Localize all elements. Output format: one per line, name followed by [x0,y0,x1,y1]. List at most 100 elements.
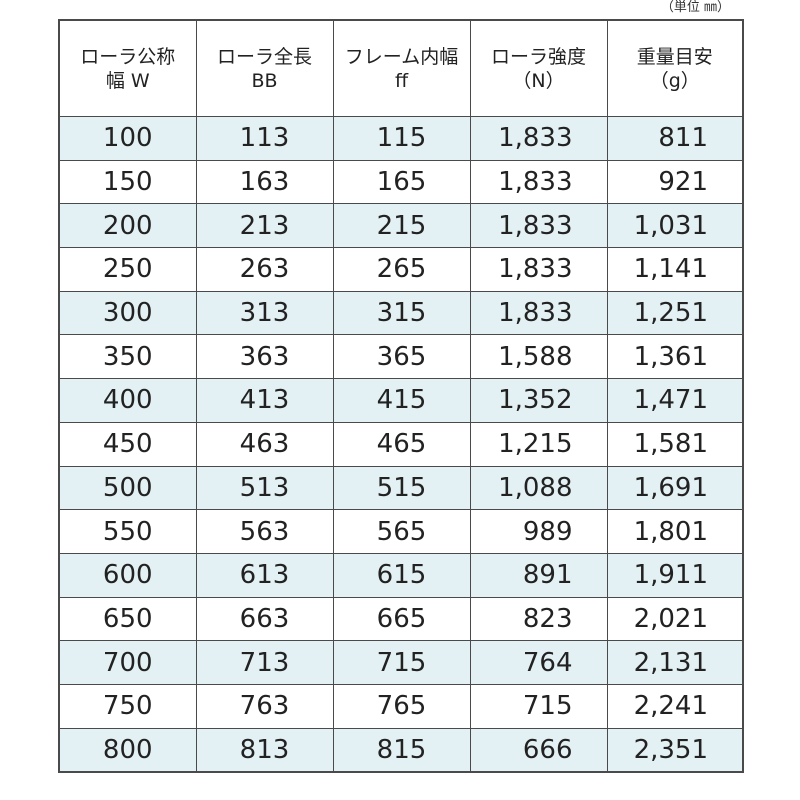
header-roller-strength-line1: ローラ強度 [490,45,586,68]
header-weight-estimate-line1: 重量目安 [636,45,713,68]
cell-nominal-width: 700 [58,640,197,685]
cell-weight-estimate: 1,361 [606,334,744,380]
cell-frame-inner-width: 515 [332,465,471,511]
header-roller-strength-line2: （N） [512,69,565,92]
cell-roller-strength: 1,833 [469,159,608,205]
cell-frame-inner-width: 165 [332,159,471,205]
table-row: 150 163 165 1,833 921 [58,159,744,205]
cell-nominal-width: 200 [58,203,197,249]
cell-frame-inner-width: 115 [332,116,471,161]
header-frame-inner-width: フレーム内幅 ff [332,19,471,117]
header-roller-length-line1: ローラ全長 [216,45,312,68]
cell-nominal-width: 250 [58,247,197,292]
header-nominal-width-line2: 幅 W [105,69,150,92]
cell-nominal-width: 750 [58,683,197,729]
cell-roller-strength: 1,088 [469,465,608,511]
cell-roller-length: 713 [195,640,334,685]
cell-roller-length: 213 [195,203,334,249]
table-row: 550 563 565 989 1,801 [58,509,744,554]
cell-roller-length: 413 [195,378,334,423]
header-nominal-width: ローラ公称 幅 W [58,19,197,117]
cell-weight-estimate: 811 [606,116,744,161]
table-row: 650 663 665 823 2,021 [58,596,744,642]
cell-roller-strength: 823 [469,596,608,642]
cell-roller-strength: 891 [469,552,608,598]
cell-roller-strength: 1,833 [469,116,608,161]
cell-weight-estimate: 2,021 [606,596,744,642]
cell-roller-length: 813 [195,727,334,773]
cell-nominal-width: 650 [58,596,197,642]
table-row: 500 513 515 1,088 1,691 [58,465,744,511]
header-frame-inner-width-line1: フレーム内幅 [344,45,459,68]
cell-frame-inner-width: 615 [332,552,471,598]
table-row: 600 613 615 891 1,911 [58,552,744,598]
cell-nominal-width: 150 [58,159,197,205]
cell-weight-estimate: 2,351 [606,727,744,773]
table-row: 100 113 115 1,833 811 [58,116,744,161]
cell-weight-estimate: 1,471 [606,378,744,423]
cell-roller-length: 463 [195,421,334,467]
cell-frame-inner-width: 565 [332,509,471,554]
cell-frame-inner-width: 715 [332,640,471,685]
table-body: 100 113 115 1,833 811 150 163 165 1,833 921 200 213… [58,116,744,773]
cell-nominal-width: 600 [58,552,197,598]
cell-roller-length: 163 [195,159,334,205]
cell-frame-inner-width: 315 [332,290,471,336]
cell-roller-length: 613 [195,552,334,598]
cell-weight-estimate: 1,141 [606,247,744,292]
cell-frame-inner-width: 815 [332,727,471,773]
table-row: 450 463 465 1,215 1,581 [58,421,744,467]
cell-roller-length: 563 [195,509,334,554]
cell-frame-inner-width: 415 [332,378,471,423]
header-roller-length: ローラ全長 BB [195,19,334,117]
table-row: 800 813 815 666 2,351 [58,727,744,773]
cell-nominal-width: 500 [58,465,197,511]
cell-roller-length: 263 [195,247,334,292]
cell-frame-inner-width: 365 [332,334,471,380]
cell-nominal-width: 550 [58,509,197,554]
table-row: 700 713 715 764 2,131 [58,640,744,685]
cell-roller-strength: 989 [469,509,608,554]
cell-roller-strength: 1,833 [469,247,608,292]
table-row: 200 213 215 1,833 1,031 [58,203,744,249]
header-weight-estimate-line2: （g） [649,69,700,92]
cell-roller-strength: 666 [469,727,608,773]
cell-roller-length: 313 [195,290,334,336]
cell-frame-inner-width: 765 [332,683,471,729]
table-row: 400 413 415 1,352 1,471 [58,378,744,423]
cell-roller-strength: 1,833 [469,203,608,249]
cell-roller-strength: 1,215 [469,421,608,467]
cell-weight-estimate: 921 [606,159,744,205]
cell-roller-strength: 1,588 [469,334,608,380]
roller-spec-table: ローラ公称 幅 W ローラ全長 BB フレーム内幅 ff ローラ強度 （N） 重… [58,19,744,774]
cell-roller-strength: 715 [469,683,608,729]
cell-frame-inner-width: 665 [332,596,471,642]
header-row: ローラ公称 幅 W ローラ全長 BB フレーム内幅 ff ローラ強度 （N） 重… [58,19,744,117]
cell-nominal-width: 800 [58,727,197,773]
cell-roller-length: 513 [195,465,334,511]
cell-roller-strength: 764 [469,640,608,685]
table-row: 750 763 765 715 2,241 [58,683,744,729]
cell-roller-strength: 1,352 [469,378,608,423]
cell-nominal-width: 400 [58,378,197,423]
cell-nominal-width: 450 [58,421,197,467]
cell-weight-estimate: 1,911 [606,552,744,598]
cell-weight-estimate: 1,031 [606,203,744,249]
cell-weight-estimate: 1,581 [606,421,744,467]
cell-weight-estimate: 1,801 [606,509,744,554]
cell-frame-inner-width: 215 [332,203,471,249]
header-frame-inner-width-line2: ff [394,69,409,92]
table-row: 350 363 365 1,588 1,361 [58,334,744,380]
header-nominal-width-line1: ローラ公称 [80,45,176,68]
table-row: 250 263 265 1,833 1,141 [58,247,744,292]
cell-nominal-width: 100 [58,116,197,161]
header-roller-length-line2: BB [251,69,278,92]
cell-roller-length: 663 [195,596,334,642]
cell-weight-estimate: 1,251 [606,290,744,336]
cell-roller-length: 763 [195,683,334,729]
cell-roller-length: 363 [195,334,334,380]
cell-weight-estimate: 2,131 [606,640,744,685]
cell-weight-estimate: 1,691 [606,465,744,511]
header-roller-strength: ローラ強度 （N） [469,19,608,117]
cell-roller-length: 113 [195,116,334,161]
